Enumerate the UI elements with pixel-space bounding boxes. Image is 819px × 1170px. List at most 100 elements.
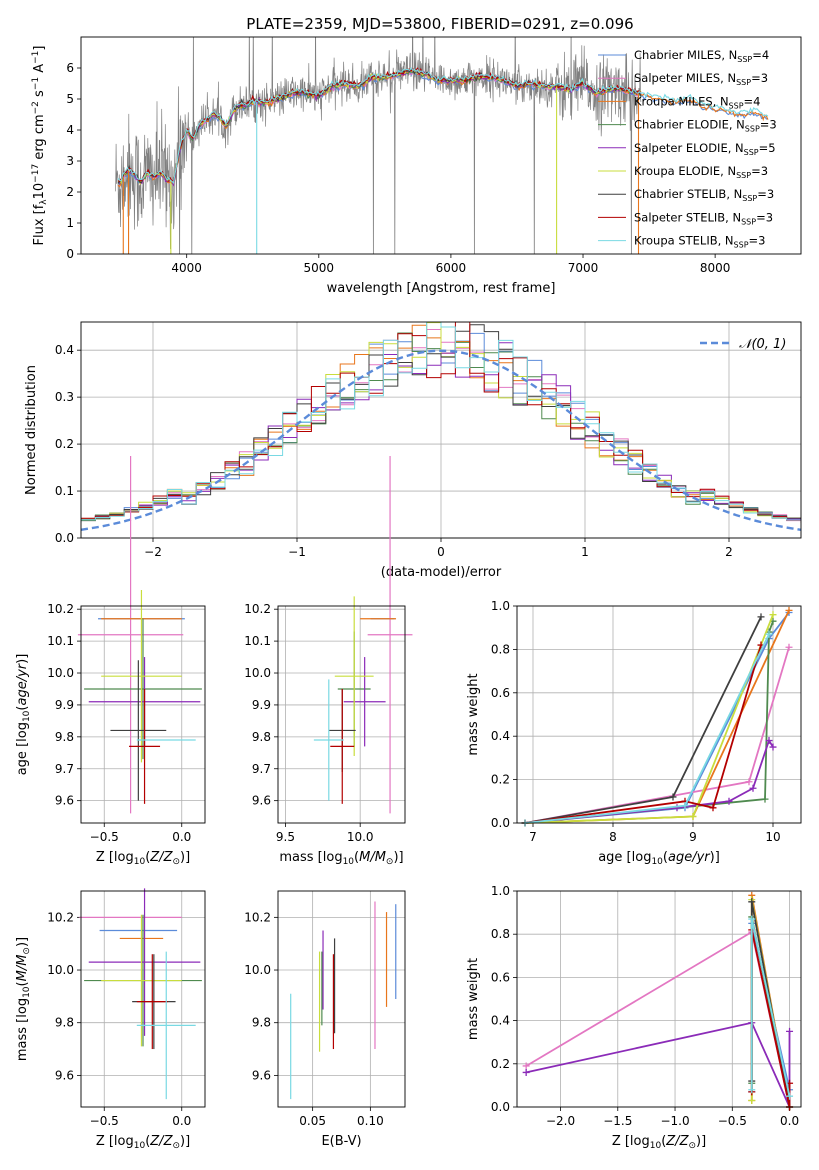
weight-marker [769, 743, 777, 751]
x-tick-label: 0 [437, 545, 445, 559]
panel-age_vs_Z: −0.5 0.09.69.79.89.910.010.110.2Z [log10(… [15, 456, 206, 867]
label-part: −17 [31, 164, 41, 183]
label-part: )] [696, 1134, 706, 1149]
label-part: ( [663, 850, 668, 865]
axes-frame [277, 605, 406, 824]
weight-marker [757, 613, 765, 621]
weight-marker [765, 630, 773, 638]
label-part: Kroupa STELIB, N [634, 234, 734, 248]
label-part: ⊙ [172, 1141, 180, 1151]
label-part: SSP [729, 101, 744, 110]
label-part: )] [15, 654, 30, 664]
x-tick-label: 9 [689, 830, 697, 844]
label-part: SSP [736, 171, 751, 180]
label-part: ⊙ [386, 857, 394, 867]
x-tick-label: 8000 [700, 261, 731, 275]
label-part: SSP [736, 78, 751, 87]
label-part: Z [log [612, 1134, 650, 1149]
y-axis-label: mass weight [466, 673, 481, 755]
y-tick-label: 1 [66, 216, 74, 230]
weight-marker [786, 1027, 794, 1035]
label-part: λ [39, 199, 49, 205]
label-part: Salpeter STELIB, N [634, 210, 741, 224]
y-tick-label: 0.3 [55, 390, 74, 404]
x-axis-label: Z [log10(Z/Z⊙)] [96, 1134, 190, 1151]
x-tick-label: −1 [288, 545, 306, 559]
label-part: SSP [745, 125, 760, 134]
y-tick-label: 9.8 [55, 1016, 74, 1030]
y-tick-label: 9.8 [252, 730, 271, 744]
x-tick-label: −2 [144, 545, 162, 559]
weight-marker [673, 804, 681, 812]
normal-curve [80, 349, 802, 531]
label-part: 10 [134, 1141, 146, 1151]
y-tick-label: 10.1 [244, 634, 271, 648]
y-tick-label: 9.7 [252, 762, 271, 776]
y-tick-label: 9.8 [252, 1016, 271, 1030]
label-part: =3 [751, 164, 768, 178]
label-part: Salpeter ELODIE, N [634, 141, 744, 155]
y-tick-label: 2 [66, 185, 74, 199]
label-part: 10 [22, 710, 32, 722]
y-tick-label: 10.0 [47, 963, 74, 977]
label-part: =3 [757, 187, 774, 201]
weight-marker [748, 1097, 756, 1105]
x-tick-label: 7000 [568, 261, 599, 275]
label-part: ( [145, 850, 150, 865]
weight-marker [765, 737, 773, 745]
y-tick-label: 0.2 [491, 1057, 510, 1071]
label-part: M/M [359, 850, 386, 865]
label-part: ( [145, 1134, 150, 1149]
label-part: Normed distribution [24, 365, 39, 495]
y-tick-label: 10.0 [244, 963, 271, 977]
legend-label: Chabrier MILES, NSSP=4 [634, 48, 769, 64]
label-part: mass [log [15, 998, 30, 1061]
label-part: 10 [651, 857, 663, 867]
y-tick-label: 0.4 [491, 729, 510, 743]
y-tick-label: 9.9 [55, 698, 74, 712]
label-part: =3 [749, 234, 766, 248]
label-part: −2 [31, 101, 41, 114]
label-part: =5 [759, 141, 776, 155]
x-tick-label: 0.0 [172, 830, 191, 844]
y-tick-label: 9.6 [252, 794, 271, 808]
label-part: ⊙ [22, 947, 32, 955]
x-axis-label: Z [log10(Z/Z⊙)] [612, 1134, 706, 1151]
label-part: −1 [31, 77, 41, 90]
label-part: ( [661, 1134, 666, 1149]
y-tick-label: 0.2 [491, 773, 510, 787]
x-axis-label: Z [log10(Z/Z⊙)] [96, 850, 190, 867]
legend-label: Kroupa MILES, NSSP=4 [634, 94, 760, 110]
label-part: 10 [343, 857, 355, 867]
label-part: ⊙ [688, 1141, 696, 1151]
weight-marker [669, 793, 677, 801]
label-part: mass weight [466, 958, 481, 1040]
label-part: =4 [744, 94, 761, 108]
label-part: mass [log [279, 850, 342, 865]
x-tick-label: 9.5 [276, 830, 295, 844]
legend-label: Salpeter STELIB, NSSP=3 [634, 210, 773, 226]
y-tick-label: 10.2 [47, 910, 74, 924]
weight-marker [749, 784, 757, 792]
label-part: =3 [751, 71, 768, 85]
label-part: 10 [134, 857, 146, 867]
y-axis-label: mass [log10(M/M⊙)] [15, 937, 32, 1061]
axes-frame [80, 605, 206, 824]
y-axis-label: Flux [fλ10−17 erg cm−2 s−1 A−1] [31, 46, 49, 246]
y-tick-label: 9.7 [55, 762, 74, 776]
label-part: )] [180, 850, 190, 865]
y-tick-label: 9.9 [252, 698, 271, 712]
label-part: ( [15, 981, 30, 986]
y-tick-label: 9.8 [55, 730, 74, 744]
y-tick-label: 0.6 [491, 970, 510, 984]
x-tick-label: −0.5 [90, 830, 119, 844]
y-tick-label: 9.6 [252, 1068, 271, 1082]
y-tick-label: 1.0 [491, 884, 510, 898]
x-tick-label: 1 [581, 545, 589, 559]
legend-label: Chabrier STELIB, NSSP=3 [634, 187, 774, 203]
label-part: ( [15, 706, 30, 711]
axes-frame [80, 321, 802, 539]
y-tick-label: 10.0 [244, 666, 271, 680]
